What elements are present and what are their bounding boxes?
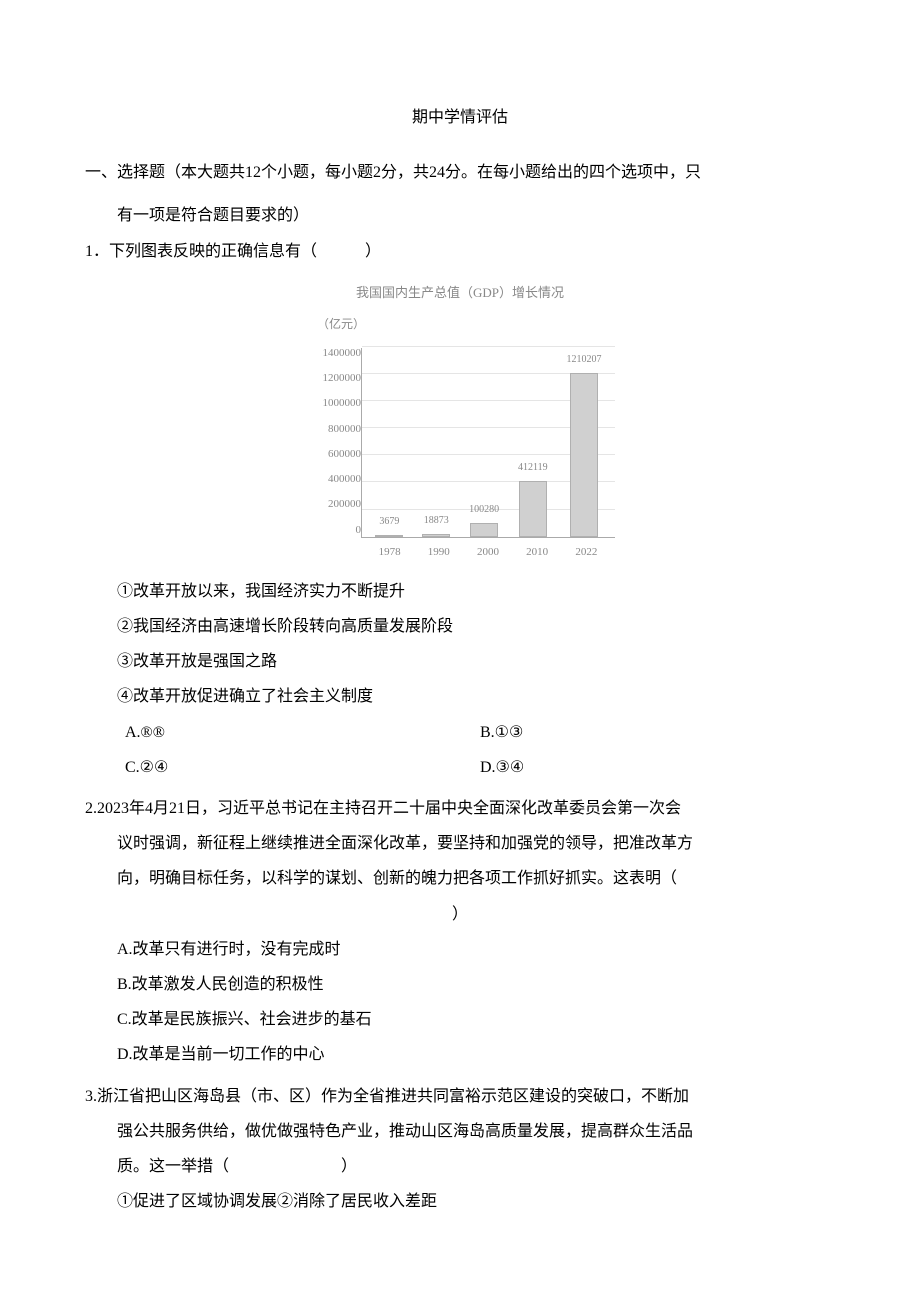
q1-option-b[interactable]: B.①③ <box>480 715 835 750</box>
question-2: 2.2023年4月21日，习近平总书记在主持召开二十届中央全面深化改革委员会第一… <box>85 791 835 1073</box>
page-title: 期中学情评估 <box>85 100 835 135</box>
q2-paren-close: ） <box>85 897 835 932</box>
bar-wrapper: 18873 <box>422 510 450 537</box>
x-category: 2010 <box>523 540 551 564</box>
q2-option-a[interactable]: A.改革只有进行时，没有完成时 <box>117 932 835 967</box>
statement-4: ④改革开放促进确立了社会主义制度 <box>117 679 835 714</box>
bar-wrapper: 3679 <box>375 511 403 537</box>
bar <box>422 534 450 537</box>
q1-options-row2: C.②④ D.③④ <box>85 750 835 785</box>
q1-chart-container: 我国国内生产总值（GDP）增长情况 （亿元） 1400000 1200000 1… <box>85 279 835 564</box>
q2-option-d[interactable]: D.改革是当前一切工作的中心 <box>117 1037 835 1072</box>
chart-body: 1400000 1200000 1000000 800000 600000 40… <box>305 338 615 538</box>
bar <box>570 373 598 537</box>
section-header-line2: 有一项是符合题目要求的） <box>85 198 835 233</box>
gdp-chart: 我国国内生产总值（GDP）增长情况 （亿元） 1400000 1200000 1… <box>305 279 615 564</box>
x-category: 1990 <box>425 540 453 564</box>
y-tick: 200000 <box>305 499 361 510</box>
q2-option-c[interactable]: C.改革是民族振兴、社会进步的基石 <box>117 1002 835 1037</box>
section-header: 一、选择题（本大题共12个小题，每小题2分，共24分。在每小题给出的四个选项中，… <box>85 155 835 190</box>
q1-statements: ①改革开放以来，我国经济实力不断提升 ②我国经济由高速增长阶段转向高质量发展阶段… <box>85 574 835 715</box>
y-tick: 1200000 <box>305 373 361 384</box>
section-header-text: 一、选择题（本大题共12个小题，每小题2分，共24分。在每小题给出的四个选项中，… <box>85 164 701 181</box>
plot-area: 3679 18873 100280 412119 1210207 <box>361 348 615 538</box>
bar-value-label: 412119 <box>518 457 548 479</box>
chart-title: 我国国内生产总值（GDP）增长情况 <box>305 279 615 308</box>
y-axis-unit: （亿元） <box>317 311 615 337</box>
y-tick: 1400000 <box>305 348 361 359</box>
x-category: 2000 <box>474 540 502 564</box>
q2-option-b[interactable]: B.改革激发人民创造的积极性 <box>117 967 835 1002</box>
bar-value-label: 1210207 <box>567 349 602 371</box>
question-3: 3.浙江省把山区海岛县（市、区）作为全省推进共同富裕示范区建设的突破口，不断加 … <box>85 1079 835 1220</box>
bar <box>470 523 498 537</box>
bar <box>375 535 403 537</box>
bar-wrapper: 100280 <box>469 499 499 537</box>
y-tick: 600000 <box>305 449 361 460</box>
y-tick: 400000 <box>305 474 361 485</box>
bar-value-label: 3679 <box>379 511 399 533</box>
statement-1: ①改革开放以来，我国经济实力不断提升 <box>117 574 835 609</box>
q2-stem-line2: 议时强调，新征程上继续推进全面深化改革，要坚持和加强党的领导，把准改革方 <box>85 826 835 861</box>
q1-option-a[interactable]: A.®® <box>125 715 480 750</box>
q1-stem: 1．下列图表反映的正确信息有（ ） <box>85 234 835 269</box>
question-1: 1．下列图表反映的正确信息有（ ） 我国国内生产总值（GDP）增长情况 （亿元）… <box>85 234 835 785</box>
q2-stem-line3: 向，明确目标任务，以科学的谋划、创新的魄力把各项工作抓好抓实。这表明（ <box>85 861 835 896</box>
y-tick: 800000 <box>305 424 361 435</box>
q3-stem-line2: 强公共服务供给，做优做强特色产业，推动山区海岛高质量发展，提高群众生活品 <box>85 1114 835 1149</box>
x-category: 2022 <box>572 540 600 564</box>
grid-line <box>362 346 615 347</box>
q1-options-row1: A.®® B.①③ <box>85 715 835 750</box>
y-tick: 1000000 <box>305 398 361 409</box>
q1-option-d[interactable]: D.③④ <box>480 750 835 785</box>
y-axis: 1400000 1200000 1000000 800000 600000 40… <box>305 348 361 538</box>
bar-wrapper: 1210207 <box>567 349 602 537</box>
q2-options: A.改革只有进行时，没有完成时 B.改革激发人民创造的积极性 C.改革是民族振兴… <box>85 932 835 1073</box>
bar-value-label: 18873 <box>424 510 449 532</box>
q3-statement-1: ①促进了区域协调发展②消除了居民收入差距 <box>85 1184 835 1219</box>
x-category: 1978 <box>376 540 404 564</box>
bar-value-label: 100280 <box>469 499 499 521</box>
q1-option-c[interactable]: C.②④ <box>125 750 480 785</box>
q3-stem-line3: 质。这一举措（ ） <box>85 1149 835 1184</box>
q2-stem-line1: 2.2023年4月21日，习近平总书记在主持召开二十届中央全面深化改革委员会第一… <box>85 791 835 826</box>
q3-stem-line1: 3.浙江省把山区海岛县（市、区）作为全省推进共同富裕示范区建设的突破口，不断加 <box>85 1079 835 1114</box>
statement-2: ②我国经济由高速增长阶段转向高质量发展阶段 <box>117 609 835 644</box>
y-tick: 0 <box>305 525 361 536</box>
bar <box>519 481 547 537</box>
x-axis: 1978 1990 2000 2010 2022 <box>361 538 615 564</box>
statement-3: ③改革开放是强国之路 <box>117 644 835 679</box>
bar-wrapper: 412119 <box>518 457 548 537</box>
